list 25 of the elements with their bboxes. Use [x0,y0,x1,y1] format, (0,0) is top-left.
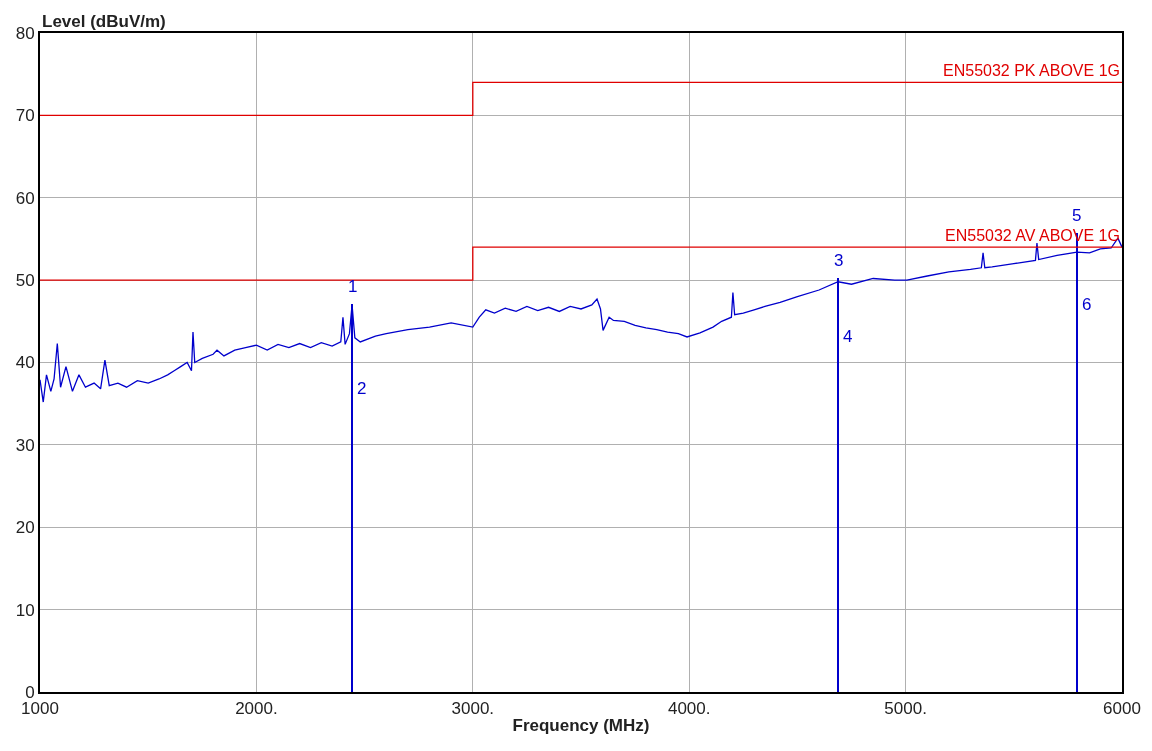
series-label: EN55032 PK ABOVE 1G [943,62,1120,79]
annotation: 3 [834,251,844,270]
annotation: 4 [843,327,853,346]
series-label: EN55032 AV ABOVE 1G [945,227,1120,244]
x-tick-label: 6000 [1103,699,1141,719]
x-tick-label: 2000. [235,699,278,719]
annotation: 1 [348,277,358,296]
y-tick-label: 50 [15,271,35,291]
annotation: 6 [1082,295,1092,314]
x-tick-label: 5000. [884,699,927,719]
y-tick-label: 20 [15,518,35,538]
y-tick-label: 10 [15,600,35,620]
y-tick-label: 70 [15,106,35,126]
y-tick-label: 60 [15,188,35,208]
annotation: 5 [1072,206,1082,225]
x-axis-title: Frequency (MHz) [512,716,650,736]
annotation: 2 [357,379,367,398]
y-axis-title: Level (dBuV/m) [42,12,166,31]
x-tick-label: 4000. [667,699,711,719]
x-tick-label: 1000 [21,699,59,719]
y-tick-label: 40 [15,353,35,373]
y-tick-label: 80 [15,23,35,43]
y-tick-label: 30 [15,435,35,455]
y-tick-label: 0 [25,682,35,702]
x-tick-label: 3000. [451,699,495,719]
